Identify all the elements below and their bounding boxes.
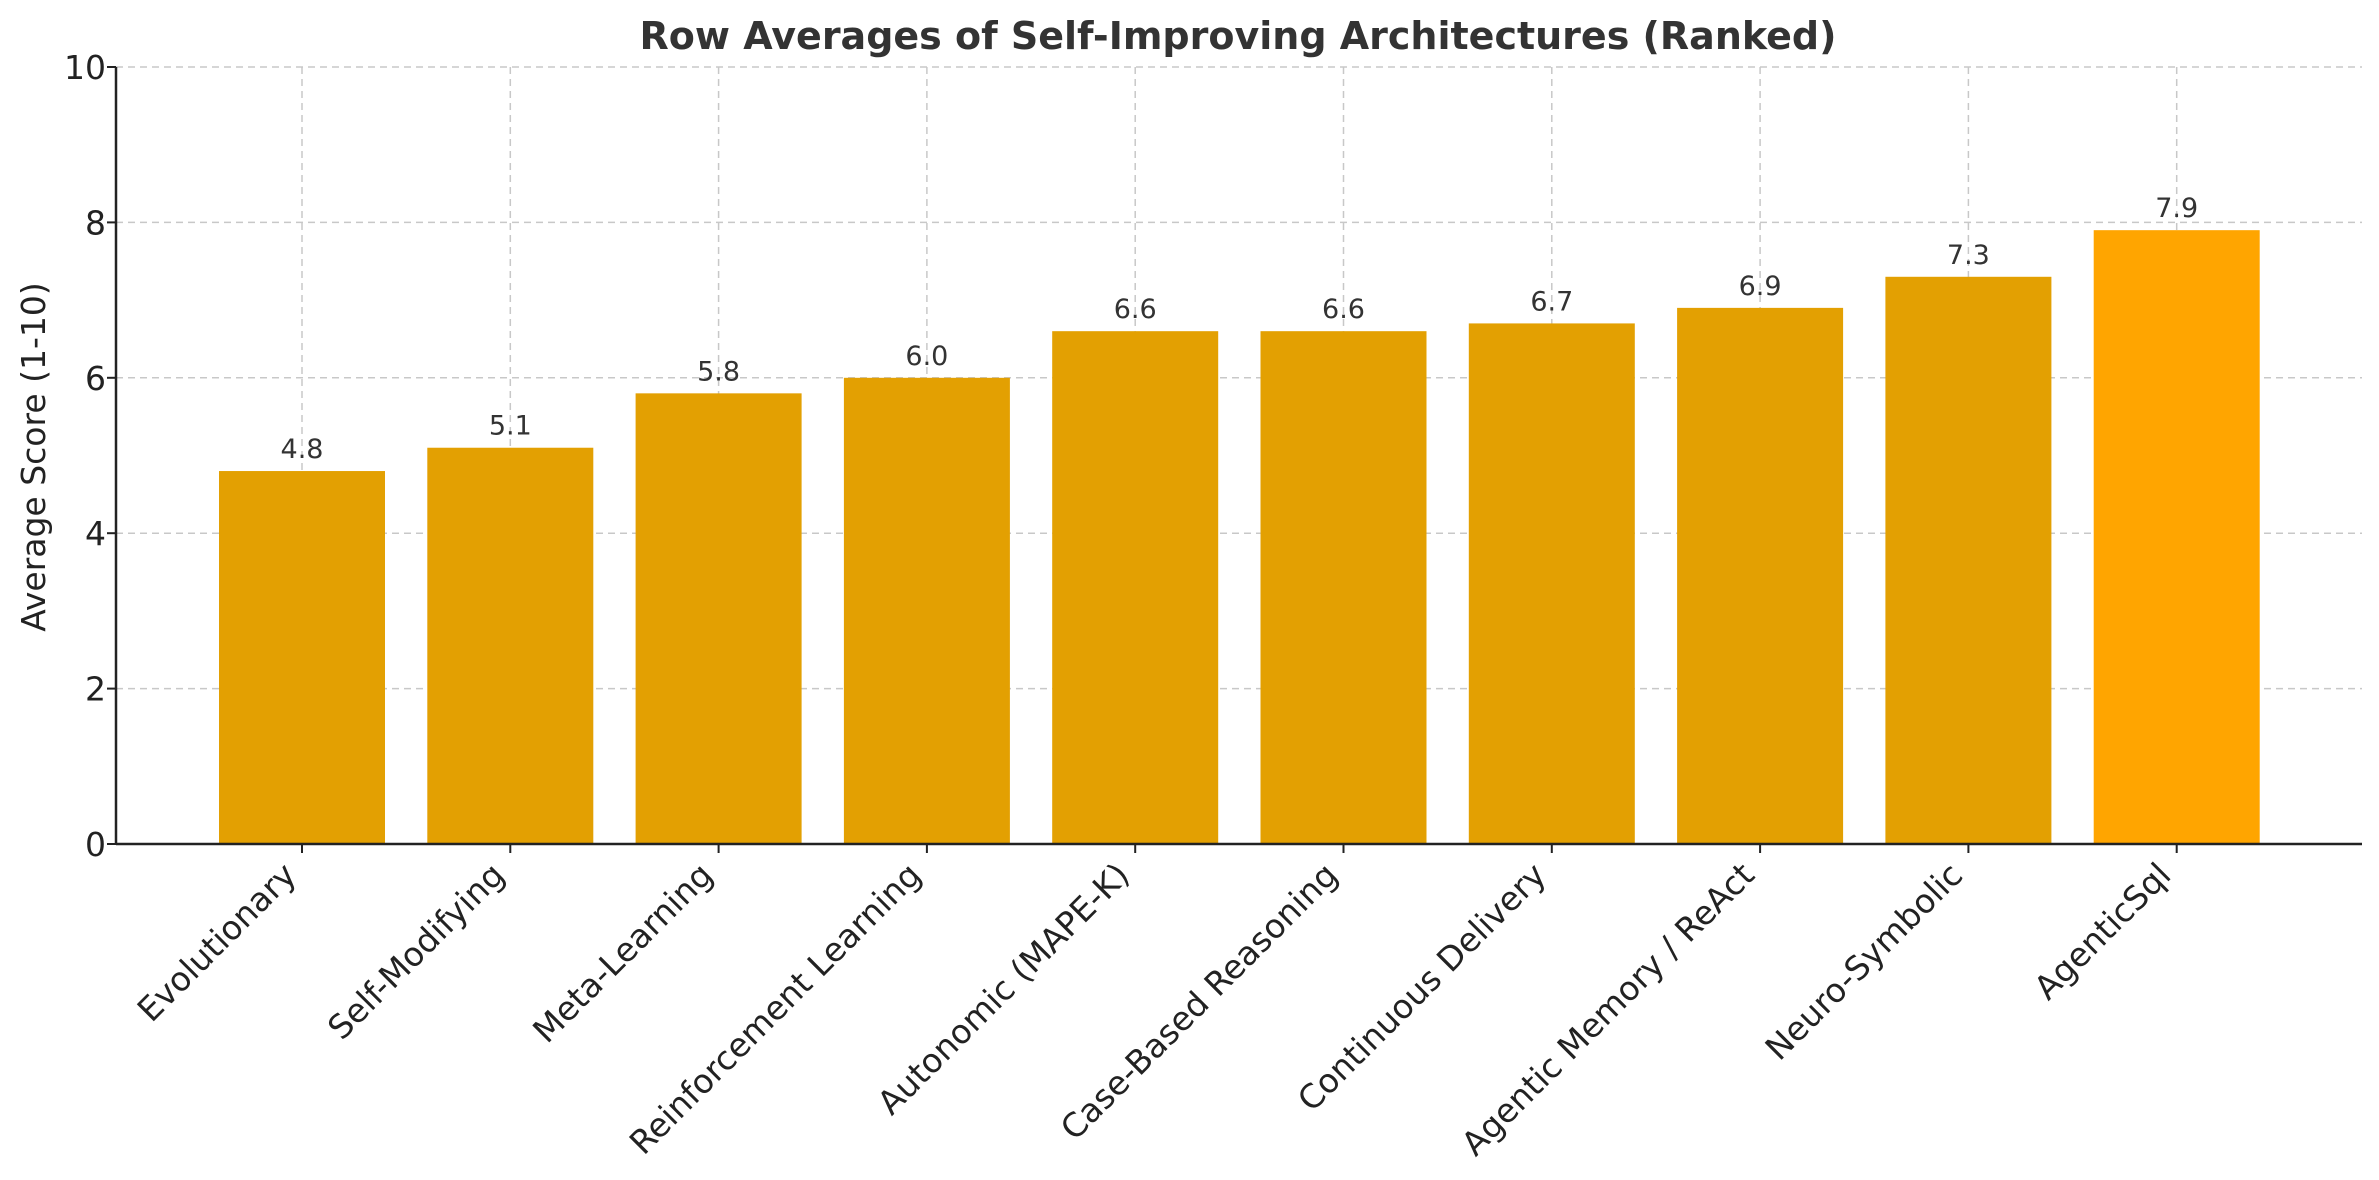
x-tick-label: Evolutionary <box>130 855 304 1029</box>
data-label: 5.1 <box>489 411 532 442</box>
data-label: 6.9 <box>1739 271 1782 302</box>
bars <box>219 230 2260 845</box>
y-tick-label: 4 <box>85 514 106 553</box>
bar <box>843 377 1010 844</box>
bar <box>1052 331 1219 844</box>
data-label: 6.7 <box>1530 286 1573 317</box>
data-label: 5.8 <box>697 356 740 387</box>
chart-title: Row Averages of Self-Improving Architect… <box>640 14 1837 58</box>
data-label: 6.0 <box>905 341 948 372</box>
data-label: 7.9 <box>2155 193 2198 224</box>
y-tick-label: 8 <box>85 203 106 242</box>
y-tick-label: 0 <box>85 825 106 864</box>
bar <box>219 471 385 844</box>
bar <box>635 393 802 844</box>
bar <box>1885 276 2052 844</box>
data-label: 6.6 <box>1322 294 1365 325</box>
y-tick-label: 6 <box>85 359 106 398</box>
data-label: 6.6 <box>1114 294 1157 325</box>
x-tick-label: Self-Modifying <box>320 855 512 1047</box>
bar <box>427 447 594 844</box>
x-tick-label: AgenticSql <box>2026 855 2178 1007</box>
bar <box>1468 323 1635 844</box>
bar <box>1677 307 1844 844</box>
x-tick-label: Meta-Learning <box>525 855 720 1050</box>
data-label: 4.8 <box>281 434 324 465</box>
y-tick-label: 10 <box>64 48 106 87</box>
y-tick-label: 2 <box>85 670 106 709</box>
data-label: 7.3 <box>1947 240 1990 271</box>
x-tick-label: Neuro-Symbolic <box>1757 855 1970 1068</box>
bar <box>2093 230 2260 845</box>
bar <box>1260 331 1427 844</box>
axes <box>107 66 2362 853</box>
y-axis-label: Average Score (1-10) <box>14 282 53 632</box>
